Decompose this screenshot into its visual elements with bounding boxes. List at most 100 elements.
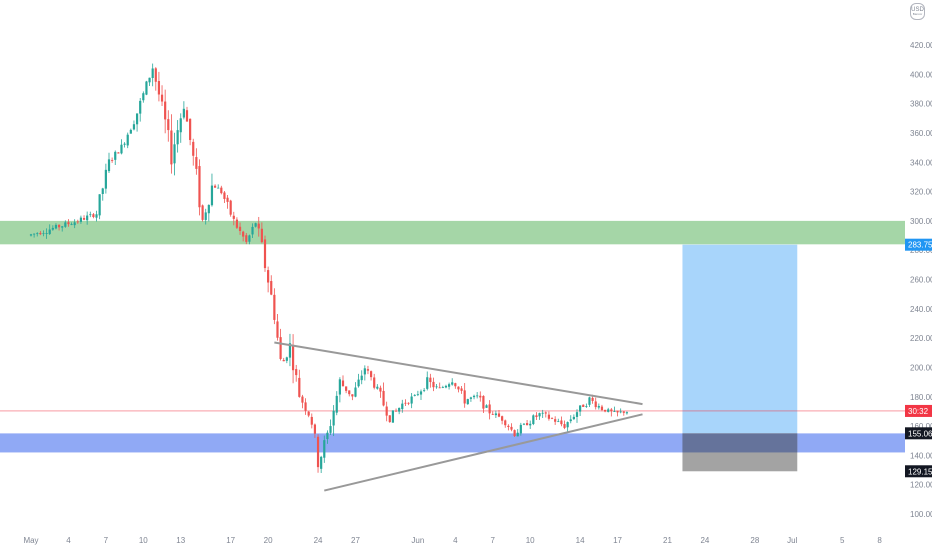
candle[interactable] <box>613 406 616 412</box>
candle[interactable] <box>560 416 563 427</box>
candle[interactable] <box>407 402 410 406</box>
candle[interactable] <box>273 288 276 325</box>
candle[interactable] <box>242 230 245 242</box>
candle[interactable] <box>170 114 173 174</box>
candle[interactable] <box>39 230 42 236</box>
candle[interactable] <box>588 396 591 408</box>
candle[interactable] <box>120 139 123 155</box>
triangle-upper-line[interactable] <box>274 341 643 406</box>
candle[interactable] <box>476 392 479 399</box>
candle[interactable] <box>36 232 39 237</box>
candle[interactable] <box>413 394 416 397</box>
candle[interactable] <box>254 222 257 228</box>
candle[interactable] <box>454 382 457 389</box>
candle[interactable] <box>594 397 597 410</box>
candle[interactable] <box>351 394 354 401</box>
candle[interactable] <box>532 414 535 426</box>
candle[interactable] <box>29 233 33 237</box>
candle[interactable] <box>226 194 229 209</box>
candle[interactable] <box>348 390 351 397</box>
candle[interactable] <box>104 163 107 194</box>
candle[interactable] <box>45 228 48 239</box>
candle[interactable] <box>516 429 519 437</box>
resistance-zone[interactable] <box>0 220 905 245</box>
candle[interactable] <box>267 266 270 293</box>
candle[interactable] <box>569 415 572 424</box>
candle[interactable] <box>260 222 263 244</box>
candle[interactable] <box>126 132 129 149</box>
candle[interactable] <box>198 159 201 216</box>
candle[interactable] <box>341 375 345 387</box>
candle[interactable] <box>42 230 45 237</box>
candle[interactable] <box>510 423 513 432</box>
candle[interactable] <box>195 148 198 175</box>
candle[interactable] <box>326 430 329 444</box>
candle[interactable] <box>472 394 476 400</box>
candle[interactable] <box>447 382 451 390</box>
candle[interactable] <box>429 373 432 388</box>
candle[interactable] <box>494 410 497 419</box>
candle[interactable] <box>363 365 366 381</box>
candle[interactable] <box>504 419 507 428</box>
candle[interactable] <box>164 89 167 134</box>
candle[interactable] <box>117 152 120 154</box>
candle[interactable] <box>622 411 625 416</box>
candle[interactable] <box>288 333 292 367</box>
candle[interactable] <box>557 418 560 423</box>
candle[interactable] <box>538 412 541 420</box>
candle[interactable] <box>304 398 307 415</box>
candle[interactable] <box>251 223 254 238</box>
candle[interactable] <box>139 97 142 122</box>
candle[interactable] <box>547 411 551 421</box>
candle[interactable] <box>238 222 242 235</box>
candle[interactable] <box>245 232 248 245</box>
candle[interactable] <box>550 417 554 420</box>
candle[interactable] <box>167 110 170 142</box>
candle[interactable] <box>497 409 501 418</box>
candle[interactable] <box>572 414 575 421</box>
candle[interactable] <box>223 191 226 203</box>
candle[interactable] <box>61 225 64 232</box>
candle[interactable] <box>522 423 526 426</box>
candle[interactable] <box>207 204 210 222</box>
candle[interactable] <box>129 128 132 134</box>
candle[interactable] <box>92 213 95 219</box>
candle[interactable] <box>441 385 444 389</box>
candle[interactable] <box>529 420 532 429</box>
candle[interactable] <box>86 211 89 225</box>
candle[interactable] <box>316 434 320 473</box>
currency-badge[interactable]: USD Bancor <box>910 3 925 20</box>
candle[interactable] <box>123 142 126 148</box>
candle[interactable] <box>616 410 619 417</box>
candle[interactable] <box>432 377 435 392</box>
candle[interactable] <box>95 210 98 222</box>
candle[interactable] <box>360 370 363 385</box>
candle[interactable] <box>332 405 335 437</box>
candle[interactable] <box>295 364 298 382</box>
candle[interactable] <box>575 409 579 423</box>
candle[interactable] <box>394 408 398 412</box>
candle[interactable] <box>257 216 260 237</box>
candle[interactable] <box>204 208 207 225</box>
position-target-area[interactable] <box>682 244 798 434</box>
candle[interactable] <box>329 419 332 435</box>
candle[interactable] <box>57 224 61 231</box>
candle[interactable] <box>354 382 357 398</box>
candle[interactable] <box>345 386 348 394</box>
candle[interactable] <box>369 370 373 381</box>
candle[interactable] <box>201 204 204 222</box>
triangle-lower-line[interactable] <box>324 413 643 492</box>
candle[interactable] <box>101 187 104 201</box>
candle[interactable] <box>210 173 214 207</box>
candle[interactable] <box>582 404 585 408</box>
candle[interactable] <box>460 385 463 394</box>
candle[interactable] <box>132 120 136 131</box>
candle[interactable] <box>185 106 189 122</box>
candle[interactable] <box>603 409 607 413</box>
candle[interactable] <box>451 378 454 386</box>
candle[interactable] <box>67 219 70 227</box>
candle[interactable] <box>217 184 220 189</box>
candle[interactable] <box>76 219 79 224</box>
candle[interactable] <box>111 157 114 163</box>
candle[interactable] <box>70 222 73 226</box>
